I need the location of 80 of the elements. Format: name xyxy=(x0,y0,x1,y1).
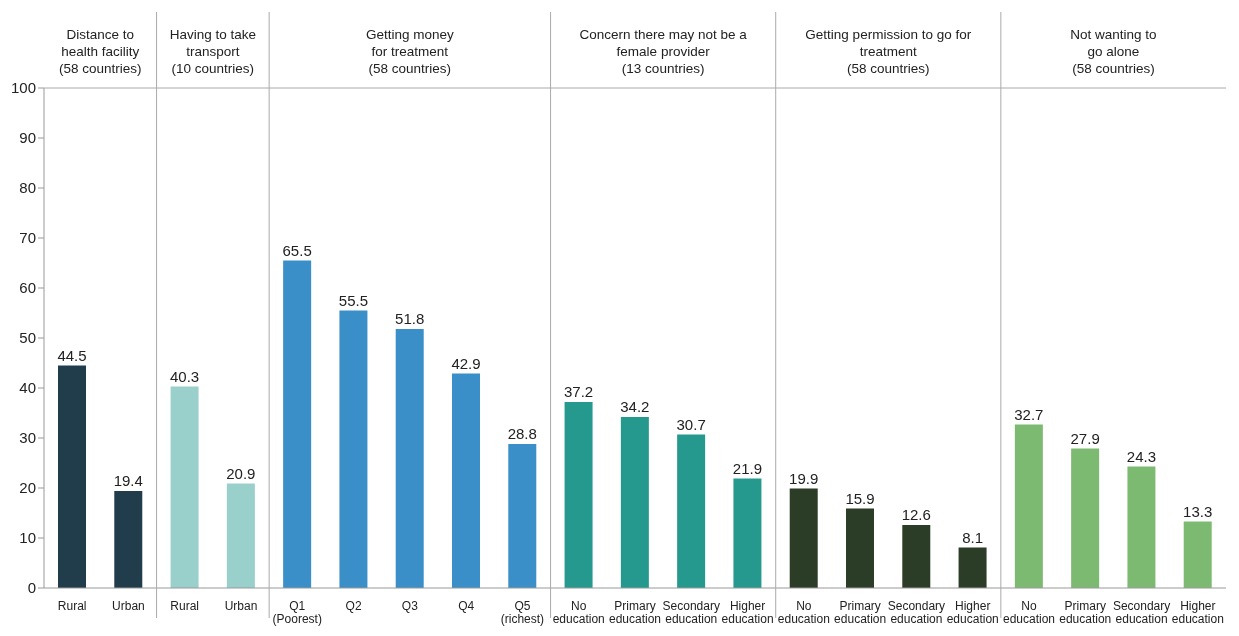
text: Not wanting to go alone (58 countries) xyxy=(1069,26,1158,77)
y-tick-label: 40 xyxy=(19,379,36,397)
data-label: 65.5 xyxy=(282,241,312,259)
y-tick-label: 60 xyxy=(19,279,36,297)
text: Concern there may not be a female provider (13 countries) xyxy=(578,26,748,77)
x-tick-label: Secondary education xyxy=(1112,599,1171,626)
x-tick-label: No education xyxy=(1002,599,1056,626)
bar xyxy=(902,525,931,588)
data-label: 15.9 xyxy=(845,489,875,507)
bar xyxy=(789,488,818,588)
y-tick-label: 0 xyxy=(27,579,36,597)
bar xyxy=(564,402,593,588)
text: Distance to health facility (58 countries) xyxy=(58,26,143,77)
bar xyxy=(508,444,537,588)
x-tick-label: Q3 xyxy=(401,599,419,613)
x-tick-label: Primary education xyxy=(608,599,662,626)
y-tick-label: 80 xyxy=(19,179,36,197)
data-label: 24.3 xyxy=(1126,447,1157,465)
data-label: 20.9 xyxy=(226,464,256,482)
bar xyxy=(170,386,199,588)
data-label: 40.3 xyxy=(169,367,200,385)
y-tick-label: 90 xyxy=(19,129,36,147)
x-tick-label: Primary education xyxy=(834,599,887,626)
x-tick-label: Urban xyxy=(224,599,258,613)
x-tick-label: Higher education xyxy=(1171,599,1224,626)
text: Getting money for treatment (58 countries) xyxy=(364,26,455,77)
bar xyxy=(733,478,762,588)
data-label: 32.7 xyxy=(1014,405,1044,423)
data-label: 19.4 xyxy=(113,472,143,489)
bar xyxy=(846,508,874,588)
text: Having to take transport (10 countries) xyxy=(168,26,257,77)
data-label: 44.5 xyxy=(57,346,87,364)
x-tick-label: Q4 xyxy=(458,599,475,613)
bar xyxy=(958,547,987,588)
data-label: 12.6 xyxy=(901,506,931,523)
y-tick-label: 70 xyxy=(19,229,36,247)
x-tick-label: Urban xyxy=(112,599,145,613)
x-tick-label: Secondary education xyxy=(662,599,720,626)
x-tick-label: Q1 (Poorest) xyxy=(272,599,322,626)
x-tick-label: Secondary education xyxy=(887,599,946,626)
data-label: 42.9 xyxy=(451,354,481,372)
bar xyxy=(114,491,143,588)
data-label: 21.9 xyxy=(732,459,763,477)
x-tick-label: Q5 (richest) xyxy=(500,599,545,626)
bar xyxy=(283,260,312,588)
bar xyxy=(620,417,649,588)
bar xyxy=(452,373,480,588)
y-tick-label: 50 xyxy=(19,329,36,347)
x-tick-label: Higher education xyxy=(721,599,774,626)
bar xyxy=(58,365,86,588)
data-label: 55.5 xyxy=(338,291,369,309)
bar xyxy=(1014,424,1043,588)
y-tick-label: 20 xyxy=(19,479,36,497)
y-tick-label: 100 xyxy=(10,79,36,97)
bar xyxy=(1183,521,1212,588)
x-tick-label: No education xyxy=(552,599,605,626)
bar xyxy=(395,329,424,588)
data-label: 13.3 xyxy=(1183,502,1213,520)
data-label: 30.7 xyxy=(676,415,706,433)
data-label: 19.9 xyxy=(789,469,819,487)
x-tick-label: Higher education xyxy=(946,599,999,626)
data-label: 37.2 xyxy=(563,383,594,400)
x-tick-label: Q2 xyxy=(345,599,362,613)
x-tick-label: Rural xyxy=(57,599,87,613)
x-tick-label: Primary education xyxy=(1059,599,1112,626)
x-tick-label: Rural xyxy=(170,599,200,613)
bar xyxy=(339,310,368,588)
bar xyxy=(226,483,255,588)
bar xyxy=(1071,448,1100,588)
bar xyxy=(677,434,706,588)
y-tick-label: 10 xyxy=(19,529,36,547)
data-label: 27.9 xyxy=(1070,429,1100,447)
x-tick-label: No education xyxy=(777,599,830,626)
text: Getting permission to go for treatment (58 countries) xyxy=(804,26,973,77)
data-label: 8.1 xyxy=(962,528,983,546)
data-label: 51.8 xyxy=(395,310,425,327)
y-tick-label: 30 xyxy=(19,429,36,447)
bar xyxy=(1127,466,1156,588)
data-label: 34.2 xyxy=(620,398,650,415)
data-label: 28.8 xyxy=(507,425,537,442)
